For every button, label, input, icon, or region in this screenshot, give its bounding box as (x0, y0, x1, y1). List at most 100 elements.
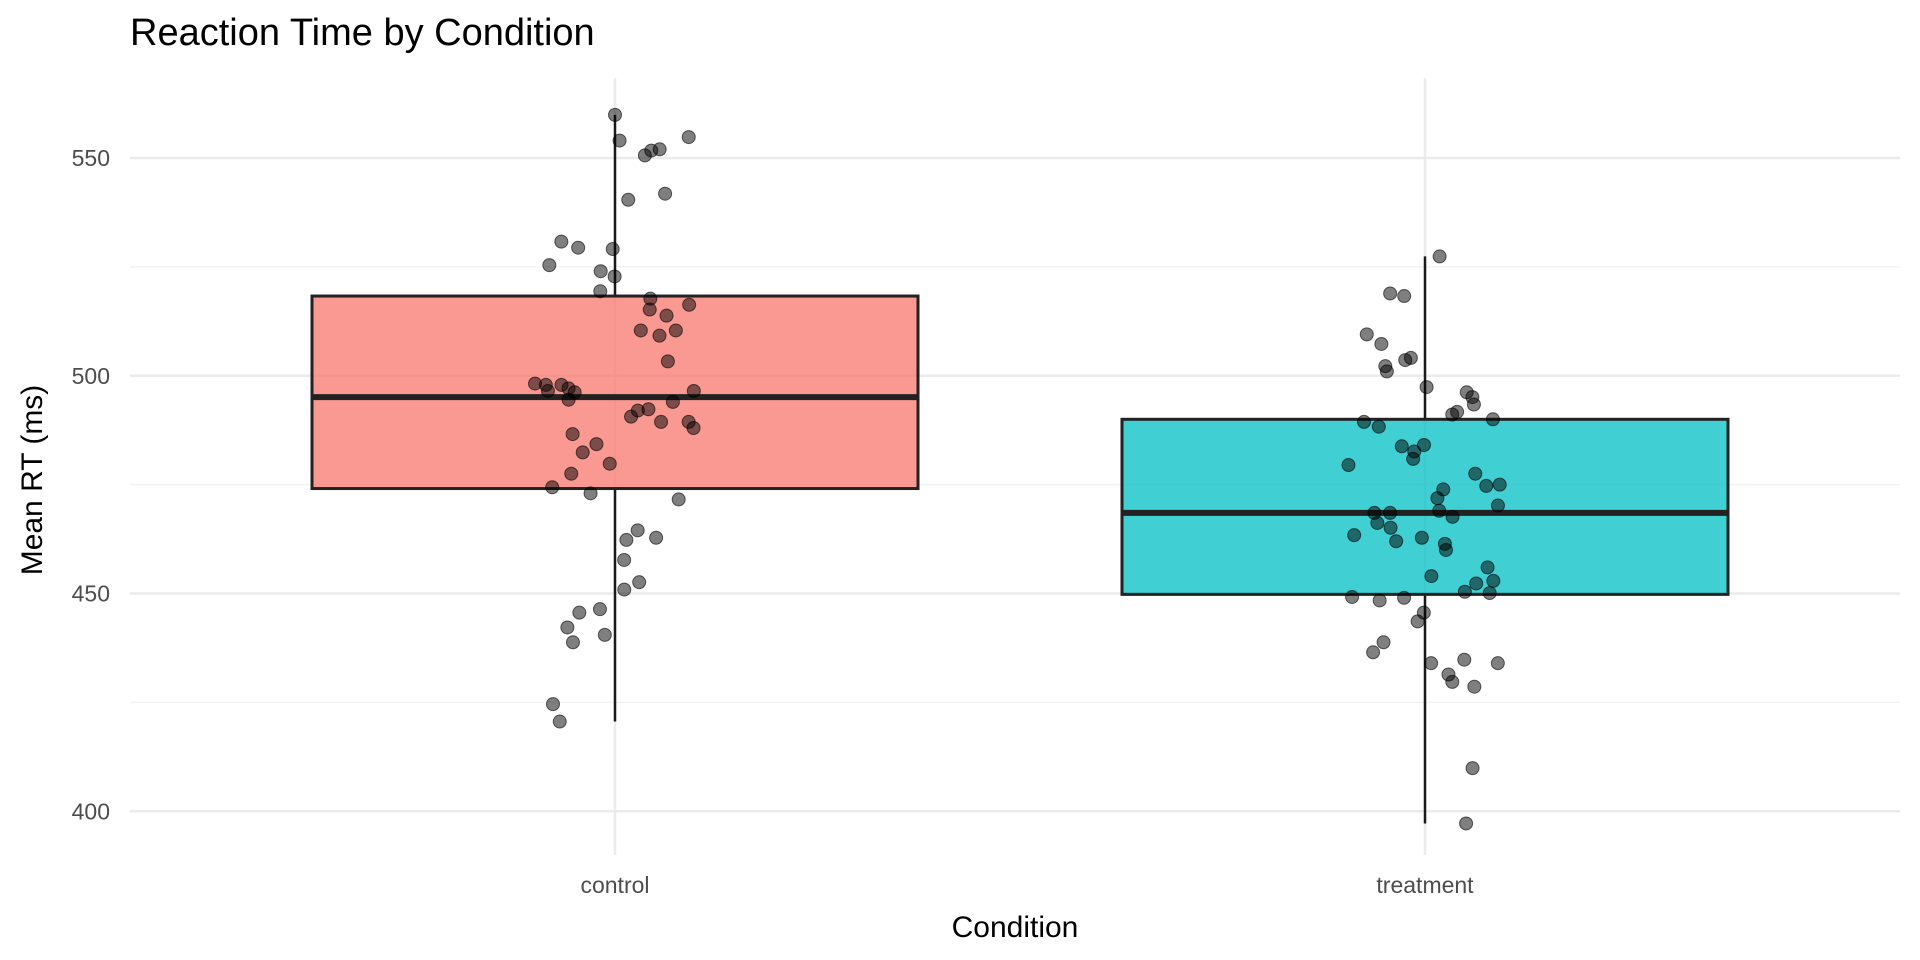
data-point-treatment (1459, 816, 1474, 831)
data-point-treatment (1424, 569, 1439, 584)
data-point-treatment (1490, 656, 1505, 671)
data-point-treatment (1394, 439, 1409, 454)
data-point-control (649, 530, 664, 545)
data-point-treatment (1345, 589, 1360, 604)
data-point-treatment (1383, 520, 1398, 535)
y-tick-label: 450 (72, 581, 110, 607)
data-point-treatment (1383, 286, 1398, 301)
data-point-control (671, 492, 686, 507)
data-point-treatment (1480, 560, 1495, 575)
data-point-control (619, 532, 634, 547)
data-point-treatment (1432, 249, 1447, 264)
data-point-control (630, 523, 645, 538)
data-point-treatment (1492, 477, 1507, 492)
data-point-control (572, 605, 587, 620)
data-point-control (545, 480, 560, 495)
data-point-treatment (1468, 466, 1483, 481)
data-point-control (552, 714, 567, 729)
data-point-treatment (1376, 635, 1391, 650)
chart-title: Reaction Time by Condition (130, 12, 595, 54)
data-point-control (652, 328, 667, 343)
data-point-control (658, 186, 673, 201)
data-point-control (608, 107, 622, 122)
data-point-control (565, 635, 580, 650)
x-tick-label-control: control (580, 872, 649, 898)
data-point-control (575, 445, 590, 460)
data-point-control (660, 354, 675, 369)
data-point-treatment (1457, 652, 1472, 667)
data-point-control (681, 414, 696, 429)
data-point-control (681, 130, 696, 145)
data-point-treatment (1398, 353, 1413, 368)
data-point-control (561, 392, 576, 407)
data-point-treatment (1359, 327, 1374, 342)
data-point-control (602, 456, 617, 471)
data-point-treatment (1467, 679, 1482, 694)
data-point-control (665, 394, 680, 409)
data-point-treatment (1469, 576, 1484, 591)
data-point-treatment (1490, 498, 1505, 513)
data-point-treatment (1419, 380, 1434, 395)
data-point-treatment (1414, 530, 1429, 545)
data-point-control (593, 264, 608, 279)
data-point-control (528, 376, 543, 391)
data-point-treatment (1485, 412, 1500, 427)
data-point-control (597, 627, 612, 642)
data-point-treatment (1374, 336, 1389, 351)
data-point-treatment (1445, 674, 1460, 689)
data-point-control (571, 240, 586, 255)
data-point-treatment (1410, 614, 1425, 629)
data-point-control (589, 437, 604, 452)
data-point-treatment (1389, 534, 1404, 549)
data-point-control (632, 575, 647, 590)
data-point-treatment (1486, 573, 1501, 588)
data-point-treatment (1445, 509, 1460, 524)
data-point-control (593, 284, 608, 299)
y-axis-label: Mean RT (ms) (16, 385, 49, 576)
data-point-control (659, 308, 674, 323)
data-point-control (583, 486, 598, 501)
data-point-control (545, 697, 560, 712)
data-point-treatment (1397, 289, 1412, 304)
data-point-control (540, 383, 555, 398)
data-point-treatment (1383, 505, 1398, 520)
data-point-treatment (1457, 584, 1472, 599)
x-axis-label: Condition (952, 911, 1079, 944)
data-point-treatment (1432, 503, 1447, 518)
data-point-control (668, 323, 683, 338)
data-point-control (654, 414, 669, 429)
y-tick-label: 500 (72, 363, 110, 389)
data-point-treatment (1372, 593, 1387, 608)
data-point-treatment (1438, 542, 1453, 557)
data-point-control (592, 602, 607, 617)
data-point-control (633, 323, 648, 338)
data-point-treatment (1482, 586, 1497, 601)
data-point-control (617, 582, 632, 597)
data-point-control (612, 133, 627, 148)
data-point-control (560, 620, 575, 635)
x-tick-label-treatment: treatment (1376, 872, 1474, 898)
data-point-control (686, 383, 701, 398)
data-point-treatment (1406, 451, 1421, 466)
data-point-treatment (1465, 761, 1480, 776)
box-control (310, 294, 920, 491)
data-point-control (607, 269, 622, 284)
data-point-treatment (1379, 364, 1394, 379)
data-point-treatment (1357, 414, 1372, 429)
data-point-control (542, 258, 557, 273)
data-point-control (624, 409, 639, 424)
data-point-control (621, 192, 636, 207)
data-point-treatment (1466, 397, 1481, 412)
data-point-control (641, 402, 656, 417)
data-point-treatment (1430, 491, 1445, 506)
data-point-control (617, 552, 632, 567)
data-point-control (605, 242, 620, 257)
data-point-treatment (1479, 478, 1494, 493)
data-point-control (642, 302, 657, 317)
data-point-treatment (1371, 419, 1386, 434)
data-point-control (554, 377, 569, 392)
y-tick-label: 400 (72, 798, 110, 824)
data-point-control (682, 297, 697, 312)
data-point-treatment (1366, 645, 1381, 660)
